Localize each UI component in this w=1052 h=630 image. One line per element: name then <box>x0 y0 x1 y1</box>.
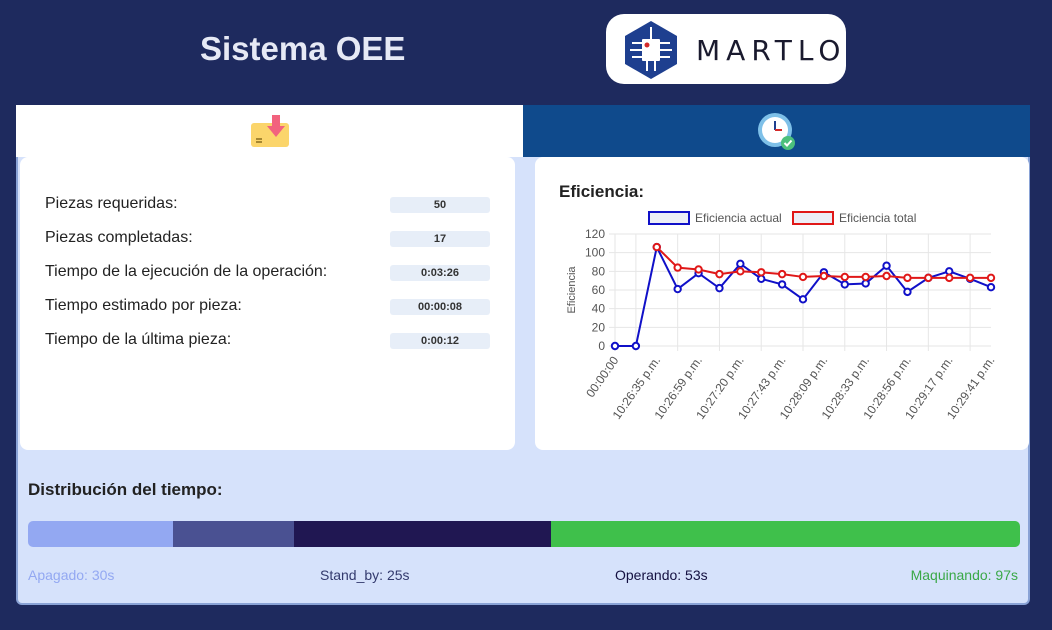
legend-swatch <box>648 211 690 225</box>
distribution-title: Distribución del tiempo: <box>28 480 223 499</box>
data-point <box>861 279 870 288</box>
data-point <box>986 273 996 283</box>
data-point <box>736 267 745 276</box>
data-point <box>777 280 787 289</box>
y-tick-label: 0 <box>598 339 605 353</box>
data-point <box>882 261 891 270</box>
distribution-segment <box>550 521 1020 547</box>
stat-value-est-time: 00:00:08 <box>390 299 490 315</box>
data-point <box>840 280 849 289</box>
tab-bar <box>16 105 1030 157</box>
martlo-logo: MARTLO <box>606 14 846 84</box>
data-point <box>903 273 912 283</box>
stat-value-completed: 17 <box>390 231 490 247</box>
data-point <box>986 283 996 292</box>
data-point <box>631 341 641 351</box>
data-point <box>819 271 829 281</box>
stat-label-exec-time: Tiempo de la ejecución de la operación: <box>45 263 328 280</box>
dashboard-content: Piezas requeridas: 50 Piezas completadas… <box>16 157 1030 605</box>
data-point <box>652 242 661 252</box>
data-point <box>840 272 849 282</box>
efficiency-chart-card: Eficiencia: 0 20 40 60 80 100 120 00:00:00 10:26… <box>535 157 1029 450</box>
data-point <box>673 284 682 294</box>
time-distribution-bar <box>28 521 1020 547</box>
y-tick-label: 40 <box>592 302 606 316</box>
tab-production[interactable] <box>16 105 523 157</box>
package-download-icon <box>250 115 289 147</box>
data-point <box>673 263 682 272</box>
stat-value-exec-time: 0:03:26 <box>390 265 490 281</box>
y-tick-label: 20 <box>592 320 606 334</box>
distribution-segment <box>294 521 551 547</box>
data-point <box>715 269 724 279</box>
stat-label-completed: Piezas completadas: <box>45 229 193 246</box>
y-tick-label: 60 <box>592 283 606 297</box>
stat-label-required: Piezas requeridas: <box>45 195 178 212</box>
data-point <box>965 273 975 283</box>
data-point <box>945 273 954 283</box>
y-tick-label: 120 <box>585 227 605 241</box>
y-tick-label: 100 <box>585 246 605 260</box>
data-point <box>757 268 766 277</box>
distribution-label: Maquinando: 97s <box>910 567 1018 583</box>
stats-card: Piezas requeridas: 50 Piezas completadas… <box>20 157 515 450</box>
stat-value-last-piece: 0:00:12 <box>390 333 490 349</box>
distribution-segment <box>173 521 295 547</box>
data-point <box>694 265 703 274</box>
data-point <box>861 272 870 282</box>
stat-value-required: 50 <box>390 197 490 213</box>
chart-title: Eficiencia: <box>559 182 645 201</box>
data-point <box>798 295 808 304</box>
chip-hexagon-icon <box>625 21 677 79</box>
data-point <box>882 271 891 281</box>
data-point <box>798 272 808 282</box>
data-point <box>945 267 954 276</box>
legend-label: Eficiencia total <box>839 211 916 225</box>
data-point <box>777 269 787 279</box>
legend-label: Eficiencia actual <box>695 211 782 225</box>
logo-text: MARTLO <box>696 34 847 67</box>
data-point <box>736 259 745 269</box>
data-point <box>757 274 766 284</box>
y-tick-label: 80 <box>592 264 606 278</box>
data-point <box>903 287 912 297</box>
data-point <box>610 341 620 351</box>
x-tick-label: 00:00:00 <box>583 353 621 400</box>
data-point <box>924 273 933 283</box>
data-point <box>715 283 724 293</box>
page-title: Sistema OEE <box>200 30 406 67</box>
y-axis-label: Eficiencia <box>566 266 578 314</box>
distribution-label: Stand_by: 25s <box>320 567 410 583</box>
distribution-segment <box>28 521 174 547</box>
legend-swatch <box>792 211 834 225</box>
distribution-label: Apagado: 30s <box>28 567 115 583</box>
stat-label-last-piece: Tiempo de la última pieza: <box>45 331 232 348</box>
stat-label-est-time: Tiempo estimado por pieza: <box>45 297 242 314</box>
distribution-label: Operando: 53s <box>615 567 708 583</box>
clock-check-icon <box>757 113 795 150</box>
tab-efficiency[interactable] <box>523 105 1030 157</box>
